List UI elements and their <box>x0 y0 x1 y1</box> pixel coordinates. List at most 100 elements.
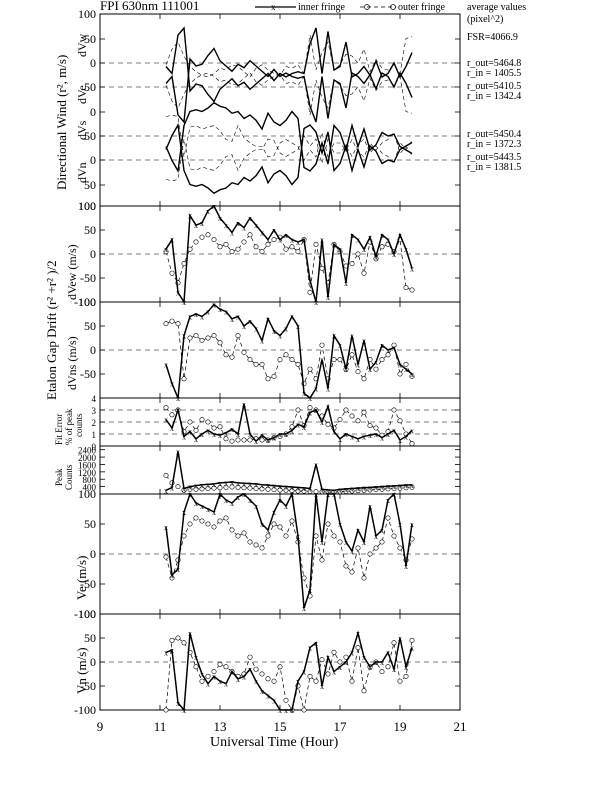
inner-fringe-marker-peak: x <box>272 482 276 491</box>
outer-fringe-marker-dvew <box>349 261 355 267</box>
outer-fringe-marker-dvns <box>349 352 355 358</box>
ylabel-fit-3: counts <box>74 413 84 437</box>
inner-fringe-marker-vn: x <box>182 706 186 715</box>
inner-fringe-marker-fit: x <box>338 435 342 444</box>
outer-fringe-marker-fit <box>391 407 397 413</box>
outer-fringe-marker-ve <box>277 524 283 530</box>
inner-fringe-marker-ve: x <box>188 490 192 499</box>
inner-fringe-marker-dvns: x <box>392 344 396 353</box>
outer-fringe-marker-dvew <box>265 241 271 247</box>
outer-fringe-marker-peak <box>253 485 259 491</box>
ylabel-ve: Ve (m/s) <box>74 556 89 600</box>
y-tick-label-dir: 50 <box>84 178 96 192</box>
outer-fringe-marker-peak <box>217 485 223 491</box>
inner-fringe-marker-dvew: x <box>344 279 348 288</box>
inner-fringe-line-ve <box>165 491 413 609</box>
inner-fringe-marker-vn: x <box>278 706 282 715</box>
inner-fringe-marker-vn: x <box>176 699 180 708</box>
inner-fringe-marker-ve: x <box>398 520 402 529</box>
outer-fringe-marker-ve <box>163 554 169 560</box>
inner-fringe-marker-peak: x <box>206 480 210 489</box>
outer-fringe-marker-vn <box>163 707 169 713</box>
outer-fringe-marker-peak <box>193 486 199 492</box>
outer-fringe-marker-ve <box>253 542 259 548</box>
inner-fringe-marker-fit: x <box>356 435 360 444</box>
outer-fringe-marker-peak <box>259 486 265 492</box>
inner-fringe-marker-fit: x <box>332 428 336 437</box>
outer-fringe-marker-vn <box>391 640 397 646</box>
inner-fringe-marker-fit: x <box>380 434 384 443</box>
inner-fringe-marker-peak: x <box>344 485 348 494</box>
ylabel-directional-wind: Directional Wind (r², m/s) <box>54 55 69 190</box>
outer-fringe-marker-vn <box>307 673 313 679</box>
inner-fringe-marker-dvew: x <box>308 276 312 285</box>
outer-fringe-marker-ve <box>271 521 277 527</box>
outer-fringe-marker-fit <box>199 417 205 423</box>
y-tick-label-dvns: -50 <box>80 367 96 381</box>
outer-fringe-marker-fit <box>241 437 247 443</box>
outer-fringe-marker-dvew <box>361 270 367 276</box>
outer-fringe-marker-dvew <box>379 244 385 250</box>
inner-fringe-marker-vn: x <box>200 670 204 679</box>
x-axis-label: Universal Time (Hour) <box>210 735 339 750</box>
inner-fringe-marker-peak: x <box>248 480 252 489</box>
outer-fringe-marker-vn <box>223 664 229 670</box>
inner-fringe-marker-fit: x <box>326 402 330 411</box>
outer-fringe-marker-dvew <box>409 287 415 293</box>
inner-fringe-marker-fit: x <box>182 432 186 441</box>
ylabel-dve: dVe <box>75 85 89 104</box>
outer-fringe-marker-dvew <box>313 241 319 247</box>
inner-fringe-marker-dvew: x <box>410 264 414 273</box>
inner-fringe-marker-fit: x <box>200 430 204 439</box>
inner-fringe-marker-dvns: x <box>272 327 276 336</box>
inner-fringe-marker-fit: x <box>224 429 228 438</box>
inner-fringe-marker-vn: x <box>362 653 366 662</box>
inner-fringe-marker-vn: x <box>230 668 234 677</box>
inner-fringe-marker-dvns: x <box>302 389 306 398</box>
avg-out-4: r_out=5443.5 <box>467 152 521 163</box>
outer-fringe-marker-ve <box>259 545 265 551</box>
inner-fringe-marker-ve: x <box>368 502 372 511</box>
inner-fringe-marker-dvew: x <box>284 231 288 240</box>
y-tick-label-dir: 50 <box>84 80 96 94</box>
outer-fringe-marker-peak <box>211 485 217 491</box>
inner-fringe-marker-dvns: x <box>344 365 348 374</box>
inner-fringe-marker-ve: x <box>236 493 240 502</box>
inner-fringe-marker-dvew: x <box>242 224 246 233</box>
y-tick-label-ve: 50 <box>84 517 96 531</box>
inner-fringe-marker-dvns: x <box>242 322 246 331</box>
inner-fringe-marker-fit: x <box>212 430 216 439</box>
avg-in-3: r_in = 1372.3 <box>467 139 521 150</box>
inner-fringe-marker-ve: x <box>254 502 258 511</box>
inner-fringe-line-dir-band-1 <box>165 47 413 124</box>
outer-fringe-marker-dvns <box>331 357 337 363</box>
inner-fringe-marker-dvew: x <box>392 250 396 259</box>
inner-fringe-marker-ve: x <box>320 538 324 547</box>
outer-fringe-marker-fit <box>163 405 169 411</box>
outer-fringe-marker-dvew <box>205 232 211 238</box>
y-tick-label-vn: 50 <box>84 631 96 645</box>
inner-fringe-marker-ve: x <box>326 490 330 499</box>
inner-fringe-marker-ve: x <box>344 538 348 547</box>
inner-fringe-marker-ve: x <box>290 490 294 499</box>
outer-fringe-marker-fit <box>373 425 379 431</box>
outer-fringe-marker-dvns <box>289 357 295 363</box>
inner-fringe-marker-peak: x <box>230 478 234 487</box>
inner-fringe-line-vn <box>165 630 413 712</box>
outer-fringe-marker-dvns <box>397 371 403 377</box>
inner-fringe-marker-vn: x <box>314 639 318 648</box>
y-tick-label-peak: 2000 <box>78 453 97 463</box>
inner-fringe-marker-peak: x <box>296 484 300 493</box>
inner-fringe-marker-dvns: x <box>350 332 354 341</box>
outer-fringe-marker-peak <box>277 487 283 493</box>
inner-fringe-line-fit <box>165 403 413 443</box>
outer-fringe-marker-vn <box>385 664 391 670</box>
outer-fringe-marker-peak <box>205 485 211 491</box>
y-tick-label-fit: 4 <box>92 394 97 404</box>
y-tick-label-vn: 0 <box>90 655 96 669</box>
outer-fringe-marker-dvew <box>235 246 241 252</box>
y-tick-label-peak: 800 <box>83 475 97 485</box>
inner-fringe-marker-dvew: x <box>194 221 198 230</box>
inner-fringe-marker-fit: x <box>176 406 180 415</box>
